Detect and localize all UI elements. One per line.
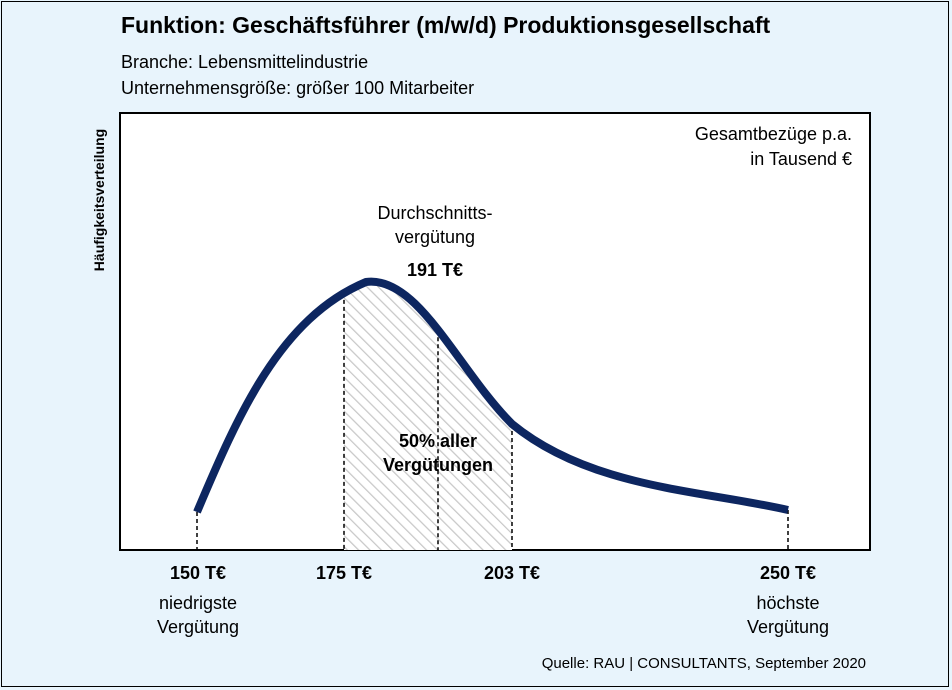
chart-title: Funktion: Geschäftsführer (m/w/d) Produk…: [121, 12, 771, 38]
average-text-line1: Durchschnitts-: [377, 203, 492, 223]
band-text-line1: 50% aller: [399, 431, 477, 451]
tick-desc-min-line2: Vergütung: [157, 617, 239, 637]
tick-desc-min-line1: niedrigste: [159, 593, 237, 613]
average-value-label: 191 T€: [407, 260, 463, 280]
source-note: Quelle: RAU | CONSULTANTS, September 202…: [541, 655, 866, 672]
unit-label-line1: Gesamtbezüge p.a.: [695, 124, 852, 144]
distribution-curve: [193, 277, 789, 514]
tick-label-min: 150 T€: [170, 563, 226, 583]
tick-label-max: 250 T€: [760, 563, 816, 583]
tick-label-q1: 175 T€: [316, 563, 372, 583]
chart-subtitle-industry: Branche: Lebensmittelindustrie: [121, 52, 369, 72]
tick-desc-max-line1: höchste: [756, 593, 819, 613]
tick-desc-max-line2: Vergütung: [747, 617, 829, 637]
unit-label-line2: in Tausend €: [750, 149, 852, 169]
average-text-line2: vergütung: [395, 227, 475, 247]
chart-subtitle-company-size: Unternehmensgröße: größer 100 Mitarbeite…: [121, 78, 475, 98]
band-text-line2: Vergütungen: [383, 455, 493, 475]
tick-label-q3: 203 T€: [484, 563, 540, 583]
middle-50-percent-band: [344, 281, 512, 550]
